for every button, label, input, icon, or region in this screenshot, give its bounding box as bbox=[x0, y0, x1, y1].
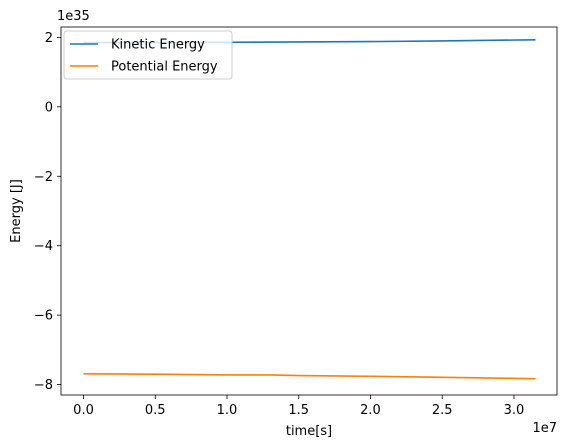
x-tick-label: 1.5 bbox=[288, 403, 309, 418]
x-tick-label: 2.5 bbox=[432, 403, 453, 418]
legend-label-potential: Potential Energy bbox=[111, 60, 218, 75]
y-tick-label: −6 bbox=[34, 309, 53, 324]
legend: Kinetic Energy Potential Energy bbox=[63, 30, 233, 80]
legend-label-kinetic: Kinetic Energy bbox=[111, 38, 205, 53]
x-tick-label: 0.0 bbox=[73, 403, 94, 418]
x-tick-label: 3.0 bbox=[504, 403, 525, 418]
y-tick-label: −2 bbox=[34, 170, 53, 185]
x-offset-label: 1e7 bbox=[532, 421, 557, 436]
potential-energy-line bbox=[83, 373, 536, 380]
y-axis-label: Energy [J] bbox=[9, 179, 24, 243]
plot-frame bbox=[60, 26, 558, 396]
x-tick-label: 1.0 bbox=[217, 403, 238, 418]
y-offset-label: 1e35 bbox=[57, 9, 90, 24]
y-tick-label: −8 bbox=[34, 378, 53, 393]
y-tick-label: 0 bbox=[45, 100, 53, 115]
legend-box bbox=[63, 30, 233, 80]
y-tick-label: 2 bbox=[45, 31, 53, 46]
series-layer bbox=[83, 39, 536, 380]
y-tick-label: −4 bbox=[34, 239, 53, 254]
x-tick-label: 0.5 bbox=[145, 403, 166, 418]
x-tick-label: 2.0 bbox=[360, 403, 381, 418]
x-axis-label: time[s] bbox=[286, 424, 332, 439]
ticks-layer: 0.0 0.5 1.0 1.5 2.0 2.5 3.0 2 0 −2 −4 −6 −8 bbox=[34, 31, 524, 418]
